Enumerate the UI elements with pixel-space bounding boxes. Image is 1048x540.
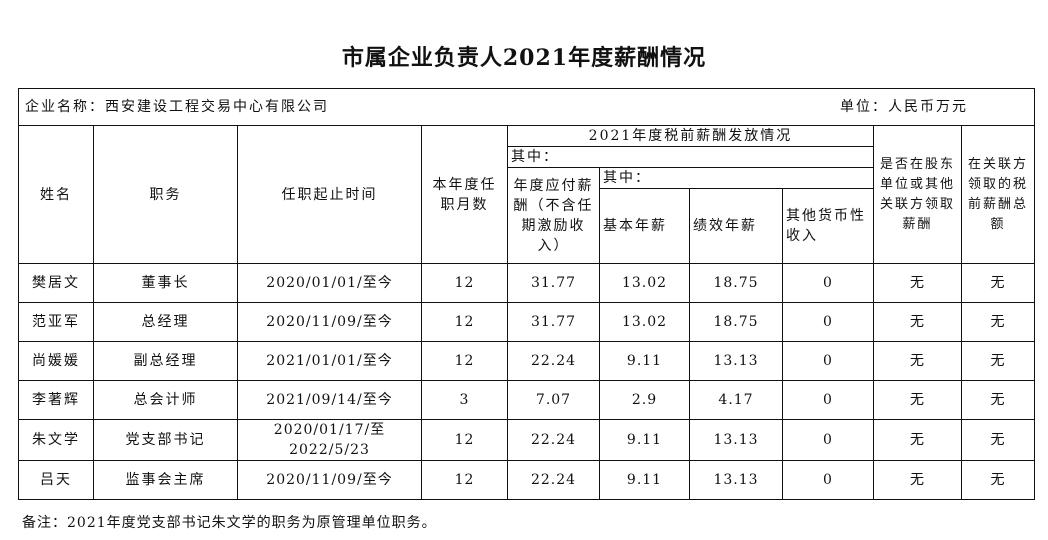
header-position: 职务 [93,125,238,264]
cell-months: 3 [421,380,508,420]
cell-performance: 13.13 [689,419,783,461]
header-of-which-sub: 其中： [599,167,874,189]
cell-position: 董事长 [93,263,238,303]
cell-name: 范亚军 [18,302,94,342]
cell-shareholder: 无 [873,380,962,420]
header-of-which: 其中： [507,146,874,168]
cell-basic: 9.11 [599,460,690,500]
unit-label: 单位：人民币万元 [840,99,968,115]
table-row: 李著辉 总会计师 2021/09/14/至今 3 7.07 2.9 4.17 0 无无 [18,380,1035,420]
cell-other-monetary: 0 [782,380,874,420]
cell-related-total: 无 [961,302,1035,342]
cell-shareholder: 无 [873,263,962,303]
cell-months: 12 [421,263,508,303]
cell-other-monetary: 0 [782,460,874,500]
cell-related-total: 无 [961,460,1035,500]
cell-position: 副总经理 [93,341,238,381]
cell-basic: 9.11 [599,419,690,461]
page-title: 市属企业负责人2021年度薪酬情况 [341,45,707,71]
cell-term: 2020/11/09/至今 [237,460,422,500]
cell-related-total: 无 [961,419,1035,461]
cell-annual-payable: 31.77 [507,263,600,303]
cell-performance: 18.75 [689,302,783,342]
company-name: 企业名称：西安建设工程交易中心有限公司 [25,99,329,115]
footnote: 备注：2021年度党支部书记朱文学的职务为原管理单位职务。 [22,515,437,531]
cell-position: 总经理 [93,302,238,342]
cell-months: 12 [421,341,508,381]
header-name: 姓名 [18,125,94,264]
cell-basic: 13.02 [599,263,690,303]
header-performance: 绩效年薪 [689,188,783,264]
cell-performance: 4.17 [689,380,783,420]
header-shareholder: 是否在股东单位或其他关联方领取薪酬 [873,125,962,264]
table-row: 尚媛媛 副总经理 2021/01/01/至今 12 22.24 9.11 13.13 0 无无 [18,341,1035,381]
cell-term: 2020/01/17/至2022/5/23 [237,419,422,461]
cell-annual-payable: 22.24 [507,341,600,381]
cell-position: 总会计师 [93,380,238,420]
cell-term: 2020/11/09/至今 [237,302,422,342]
table-row: 范亚军 总经理 2020/11/09/至今 12 31.77 13.02 18.75 0 无无 [18,302,1035,342]
cell-term: 2020/01/01/至今 [237,263,422,303]
cell-performance: 18.75 [689,263,783,303]
cell-name: 尚媛媛 [18,341,94,381]
cell-name: 樊居文 [18,263,94,303]
cell-position: 党支部书记 [93,419,238,461]
cell-basic: 2.9 [599,380,690,420]
cell-related-total: 无 [961,380,1035,420]
cell-basic: 13.02 [599,302,690,342]
table-row: 朱文学 党支部书记 2020/01/17/至2022/5/23 12 22.24 9.11… [18,419,1035,461]
cell-shareholder: 无 [873,460,962,500]
cell-name: 朱文学 [18,419,94,461]
cell-name: 李著辉 [18,380,94,420]
cell-other-monetary: 0 [782,341,874,381]
cell-performance: 13.13 [689,341,783,381]
table-row: 吕天 监事会主席 2020/11/09/至今 12 22.24 9.11 13.13 0 无无 [18,460,1035,500]
header-months: 本年度任职月数 [421,125,508,264]
cell-other-monetary: 0 [782,263,874,303]
cell-term: 2021/01/01/至今 [237,341,422,381]
header-annual-payable: 年度应付薪酬（不含任期激励收入） [507,167,600,264]
cell-basic: 9.11 [599,341,690,381]
cell-annual-payable: 22.24 [507,419,600,461]
cell-months: 12 [421,419,508,461]
cell-name: 吕天 [18,460,94,500]
cell-term: 2021/09/14/至今 [237,380,422,420]
cell-performance: 13.13 [689,460,783,500]
cell-other-monetary: 0 [782,419,874,461]
header-basic: 基本年薪 [599,188,690,264]
header-term: 任职起止时间 [237,125,422,264]
table-row: 樊居文 董事长 2020/01/01/至今 12 31.77 13.02 18.75 0 无无 [18,263,1035,303]
cell-position: 监事会主席 [93,460,238,500]
cell-months: 12 [421,302,508,342]
cell-annual-payable: 7.07 [507,380,600,420]
cell-shareholder: 无 [873,341,962,381]
cell-related-total: 无 [961,263,1035,303]
header-group: 2021年度税前薪酬发放情况 [507,125,874,147]
cell-annual-payable: 22.24 [507,460,600,500]
cell-shareholder: 无 [873,302,962,342]
header-other-monetary: 其他货币性收入 [782,188,874,264]
cell-months: 12 [421,460,508,500]
cell-annual-payable: 31.77 [507,302,600,342]
cell-related-total: 无 [961,341,1035,381]
header-related-total: 在关联方领取的税前薪酬总额 [961,125,1035,264]
cell-other-monetary: 0 [782,302,874,342]
company-row: 企业名称：西安建设工程交易中心有限公司 单位：人民币万元 [18,88,1035,126]
cell-shareholder: 无 [873,419,962,461]
salary-table: 企业名称：西安建设工程交易中心有限公司 单位：人民币万元 姓名 职务 任职起止时… [18,88,1035,500]
